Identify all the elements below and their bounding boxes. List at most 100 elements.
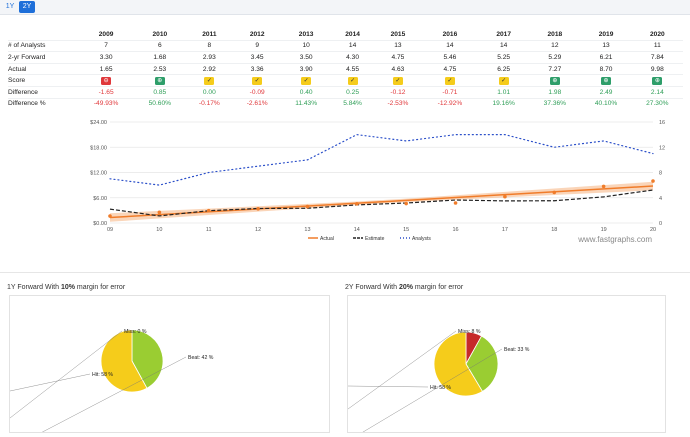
table-cell: 2.92 xyxy=(185,62,234,75)
x-tick: 10 xyxy=(156,227,162,233)
diff-cell: 0.25 xyxy=(331,85,374,99)
table-cell: 14 xyxy=(421,39,479,52)
x-tick: 09 xyxy=(107,227,113,233)
score-cell: ⊕ xyxy=(529,74,581,87)
hit-badge-icon: ✓ xyxy=(444,76,455,85)
table-cell: 5.29 xyxy=(529,51,581,64)
table-cell: 2.53 xyxy=(134,62,186,75)
year-header: 2019 xyxy=(598,30,614,38)
pie-slice xyxy=(433,331,483,397)
pie-leader-line xyxy=(9,330,123,419)
table-cell: 5.46 xyxy=(421,51,479,64)
score-cell: ⊕ xyxy=(134,74,186,87)
table-cell: 5.25 xyxy=(478,51,530,64)
year-header: 2009 xyxy=(98,30,114,38)
x-tick: 15 xyxy=(403,227,409,233)
table-cell: 2.93 xyxy=(185,51,234,64)
x-tick: 12 xyxy=(255,227,261,233)
year-header: 2020 xyxy=(649,30,665,38)
x-tick: 18 xyxy=(551,227,557,233)
section-divider xyxy=(0,272,690,273)
pie2-panel: Beat: 33 % Hit: 58 % Miss: 8 % xyxy=(347,295,666,437)
hit-badge-icon: ✓ xyxy=(392,76,403,85)
pie1-title: 1Y Forward With 10% margin for error xyxy=(7,284,126,291)
actual-trend-line xyxy=(109,185,654,219)
x-tick: 19 xyxy=(601,227,607,233)
diff-cell: 0.40 xyxy=(281,85,332,99)
pie-slice xyxy=(131,329,164,389)
table-cell: 3.30 xyxy=(78,51,135,64)
y-left-tick: $6.00 xyxy=(93,196,107,202)
table-cell: 14 xyxy=(478,39,530,52)
estimate-line xyxy=(109,189,654,217)
year-header: 2010 xyxy=(152,30,168,38)
year-header: 2018 xyxy=(547,30,563,38)
actual-point xyxy=(503,194,507,199)
pie2-chart: Beat: 33 % Hit: 58 % Miss: 8 % xyxy=(347,329,530,437)
x-tick: 16 xyxy=(452,227,458,233)
score-cell: ✓ xyxy=(281,74,332,87)
table-row: # of Analysts 7 6 8 9 10 14 13 14 14 12 13 11 xyxy=(8,39,683,52)
hit-badge-icon: ✓ xyxy=(301,76,312,85)
analysts-line xyxy=(109,134,654,186)
row-label: Difference xyxy=(8,85,78,99)
table-cell: 7.84 xyxy=(631,51,683,64)
pie-label: Hit: 58 % xyxy=(92,372,113,378)
corner-cell xyxy=(8,29,78,40)
table-cell: 4.75 xyxy=(373,51,422,64)
diff-cell: -49.93% xyxy=(78,97,135,110)
table-cell: 13 xyxy=(580,39,632,52)
table-cell: 7 xyxy=(78,39,135,52)
table-cell: 4.55 xyxy=(331,62,374,75)
year-header: 2017 xyxy=(496,30,511,38)
table-cell: 6.25 xyxy=(478,62,530,75)
pie1-panel: Beat: 42 % Hit: 58 % Miss: 0 % xyxy=(9,295,330,437)
tab-1y[interactable]: 1Y xyxy=(5,3,15,10)
difference-pct-row: Difference % -49.93% 50.60% -0.17% -2.61% 11.… xyxy=(8,97,683,110)
score-cell: ✓ xyxy=(331,74,374,87)
x-tick: 14 xyxy=(354,227,360,233)
estimates-table: 2009 2010 2011 2012 2013 2014 2015 2016 2017 2018… xyxy=(8,29,683,110)
actual-point xyxy=(404,201,408,206)
tab-2y[interactable]: 2Y xyxy=(19,1,35,13)
y-right-tick: 16 xyxy=(659,120,665,126)
table-cell: 3.90 xyxy=(281,62,332,75)
table-cell: 11 xyxy=(631,39,683,52)
legend-label: Actual xyxy=(320,236,334,242)
score-cell: ✓ xyxy=(478,74,530,87)
y-right-tick: 0 xyxy=(659,221,662,227)
table-cell: 14 xyxy=(331,39,374,52)
diff-cell: 0.00 xyxy=(185,85,234,99)
beat-badge-icon: ⊕ xyxy=(601,76,612,85)
actual-point xyxy=(355,202,359,206)
pie-label: Beat: 33 % xyxy=(504,347,530,353)
hit-badge-icon: ✓ xyxy=(252,76,263,85)
table-row: 2-yr Forward 3.30 1.68 2.93 3.45 3.50 4.30 4.75… xyxy=(8,51,683,64)
score-row: Score ⊖ ⊕ ✓ ✓ ✓ ✓ ✓ ✓ ✓ ⊕ ⊕ ⊕ xyxy=(8,74,683,87)
pie-leader-line xyxy=(347,385,429,388)
table-cell: 8.70 xyxy=(580,62,632,75)
score-cell: ⊕ xyxy=(580,74,632,87)
score-cell: ✓ xyxy=(421,74,479,87)
pie-leader-line xyxy=(9,373,91,392)
table-cell: 1.65 xyxy=(78,62,135,75)
table-cell: 4.75 xyxy=(421,62,479,75)
diff-cell: 40.10% xyxy=(580,97,632,110)
score-cell: ✓ xyxy=(185,74,234,87)
actual-point xyxy=(108,214,112,218)
pie-slice xyxy=(465,335,499,393)
table-cell: 13 xyxy=(373,39,422,52)
diff-cell: 11.43% xyxy=(281,97,332,110)
table-cell: 6.21 xyxy=(580,51,632,64)
table-cell: 9.98 xyxy=(631,62,683,75)
diff-cell: 19.16% xyxy=(478,97,530,110)
table-cell: 7.27 xyxy=(529,62,581,75)
row-label: Difference % xyxy=(8,97,78,110)
actual-point xyxy=(651,179,655,183)
diff-cell: 37.36% xyxy=(529,97,581,110)
pie-leader-line xyxy=(354,348,503,437)
y-left-tick: $0.00 xyxy=(93,221,107,227)
diff-cell: 2.49 xyxy=(580,85,632,99)
year-header: 2012 xyxy=(249,30,265,38)
diff-cell: 27.30% xyxy=(631,97,683,110)
